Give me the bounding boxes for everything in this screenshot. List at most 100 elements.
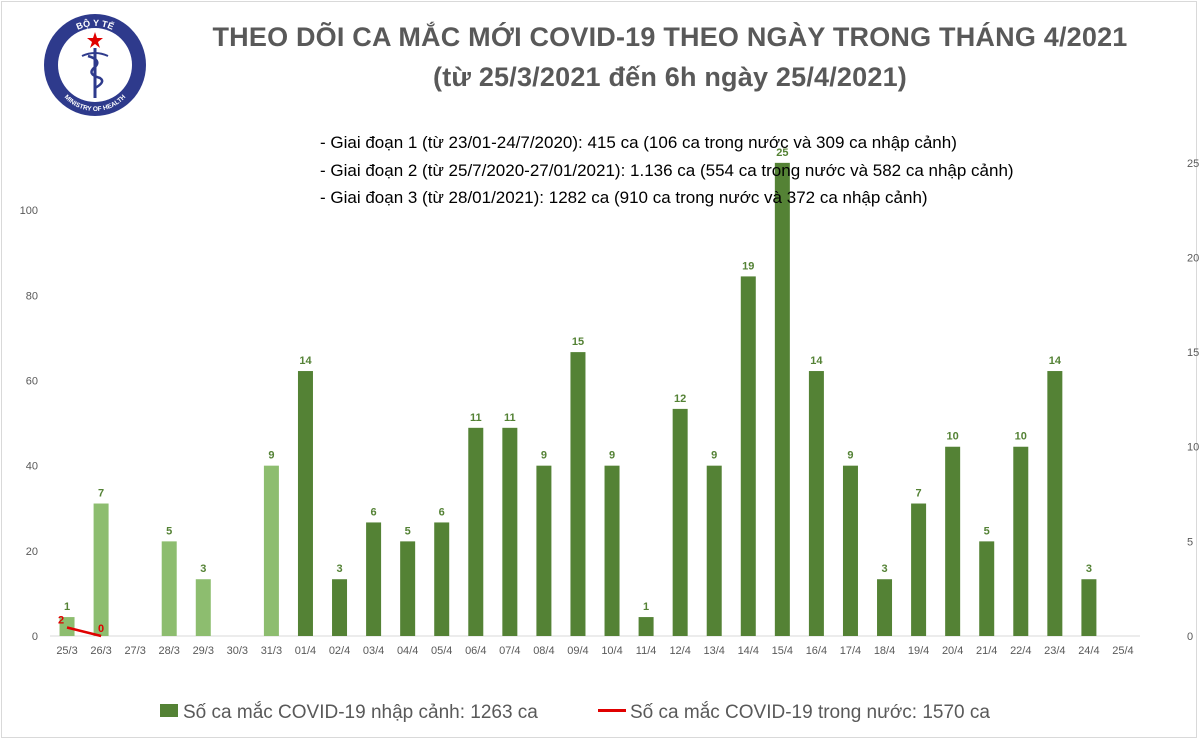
bar-value-label: 7 bbox=[98, 488, 104, 500]
x-tick-label: 05/4 bbox=[431, 645, 452, 657]
x-tick-label: 06/4 bbox=[465, 645, 486, 657]
bar bbox=[979, 541, 994, 636]
bar bbox=[502, 428, 517, 636]
bar-value-label: 6 bbox=[371, 506, 377, 518]
bar-value-label: 3 bbox=[200, 563, 206, 575]
y-right-tick-label: 0 bbox=[1187, 631, 1193, 643]
bar-value-label: 9 bbox=[541, 450, 547, 462]
bar bbox=[877, 579, 892, 636]
y-left-tick-label: 80 bbox=[26, 290, 38, 302]
bar-value-label: 5 bbox=[405, 525, 411, 537]
bar bbox=[570, 352, 585, 636]
legend-imported-cases: Số ca mắc COVID-19 nhập cảnh: 1263 ca bbox=[160, 702, 538, 724]
bar-value-label: 14 bbox=[1049, 355, 1062, 367]
bar-value-label: 9 bbox=[609, 450, 615, 462]
bar-value-label: 15 bbox=[572, 336, 584, 348]
x-tick-label: 01/4 bbox=[295, 645, 316, 657]
bar bbox=[741, 276, 756, 636]
bar-value-label: 3 bbox=[336, 563, 342, 575]
bar bbox=[366, 522, 381, 636]
x-tick-label: 13/4 bbox=[704, 645, 725, 657]
bar bbox=[162, 541, 177, 636]
y-right-tick-label: 5 bbox=[1187, 536, 1193, 548]
x-tick-label: 12/4 bbox=[669, 645, 690, 657]
bar-value-label: 12 bbox=[674, 393, 686, 405]
x-tick-label: 22/4 bbox=[1010, 645, 1031, 657]
x-tick-label: 20/4 bbox=[942, 645, 963, 657]
bar bbox=[639, 617, 654, 636]
x-tick-label: 10/4 bbox=[601, 645, 622, 657]
y-left-tick-label: 0 bbox=[32, 631, 38, 643]
x-tick-label: 14/4 bbox=[738, 645, 759, 657]
y-left-tick-label: 100 bbox=[20, 205, 38, 217]
legend-bar-label: Số ca mắc COVID-19 nhập cảnh: 1263 ca bbox=[183, 702, 538, 723]
chart-plot: 1753914365611 119159112919251493710510143… bbox=[0, 0, 1200, 741]
x-tick-label: 31/3 bbox=[261, 645, 282, 657]
bar-value-label: 11 bbox=[504, 412, 516, 424]
bar bbox=[809, 371, 824, 636]
y-left-tick-label: 40 bbox=[26, 461, 38, 473]
bar-value-label: 11 bbox=[470, 412, 482, 424]
x-tick-label: 19/4 bbox=[908, 645, 929, 657]
y-left-tick-label: 60 bbox=[26, 376, 38, 388]
bar bbox=[434, 522, 449, 636]
bar bbox=[400, 541, 415, 636]
bar bbox=[94, 504, 109, 636]
x-tick-label: 27/3 bbox=[124, 645, 145, 657]
bar-value-label: 7 bbox=[916, 488, 922, 500]
x-tick-label: 08/4 bbox=[533, 645, 554, 657]
bar-value-label: 3 bbox=[1086, 563, 1092, 575]
bar bbox=[945, 447, 960, 636]
line-value-label: 0 bbox=[98, 623, 104, 635]
bar bbox=[1081, 579, 1096, 636]
x-tick-label: 15/4 bbox=[772, 645, 793, 657]
y-right-tick-label: 20 bbox=[1187, 252, 1199, 264]
x-tick-label: 07/4 bbox=[499, 645, 520, 657]
bar bbox=[707, 466, 722, 636]
y-right-tick-label: 25 bbox=[1187, 158, 1199, 170]
x-tick-label: 02/4 bbox=[329, 645, 350, 657]
legend-line-label: Số ca mắc COVID-19 trong nước: 1570 ca bbox=[630, 702, 990, 723]
x-tick-label: 04/4 bbox=[397, 645, 418, 657]
x-tick-label: 23/4 bbox=[1044, 645, 1065, 657]
y-left-tick-label: 20 bbox=[26, 546, 38, 558]
bar-value-label: 6 bbox=[439, 506, 445, 518]
bar-value-label: 10 bbox=[1015, 431, 1027, 443]
x-tick-label: 11/4 bbox=[636, 645, 657, 657]
bar bbox=[196, 579, 211, 636]
bar bbox=[673, 409, 688, 636]
x-tick-label: 28/3 bbox=[159, 645, 180, 657]
bar bbox=[298, 371, 313, 636]
x-tick-label: 21/4 bbox=[976, 645, 997, 657]
x-tick-label: 17/4 bbox=[840, 645, 861, 657]
bar-value-label: 19 bbox=[742, 260, 754, 272]
x-tick-label: 29/3 bbox=[193, 645, 214, 657]
legend-bar-swatch bbox=[160, 704, 178, 717]
phase-3-note: - Giai đoạn 3 (từ 28/01/2021): 1282 ca (… bbox=[320, 188, 928, 208]
y-right-tick-label: 10 bbox=[1187, 442, 1199, 454]
bar-value-label: 3 bbox=[881, 563, 887, 575]
bar-value-label: 9 bbox=[268, 450, 274, 462]
legend-domestic-cases: Số ca mắc COVID-19 trong nước: 1570 ca bbox=[598, 702, 990, 724]
bar bbox=[843, 466, 858, 636]
x-tick-label: 25/4 bbox=[1112, 645, 1133, 657]
bar-value-label: 1 bbox=[64, 601, 70, 613]
bar bbox=[775, 163, 790, 636]
bar bbox=[1047, 371, 1062, 636]
bar-value-label: 9 bbox=[847, 450, 853, 462]
bar-value-label: 9 bbox=[711, 450, 717, 462]
bar-value-label: 10 bbox=[947, 431, 959, 443]
x-tick-label: 18/4 bbox=[874, 645, 895, 657]
bar-value-label: 5 bbox=[984, 525, 990, 537]
x-tick-label: 16/4 bbox=[806, 645, 827, 657]
x-tick-label: 24/4 bbox=[1078, 645, 1099, 657]
legend-line-swatch bbox=[598, 709, 626, 712]
phase-2-note: - Giai đoạn 2 (từ 25/7/2020-27/01/2021):… bbox=[320, 161, 1014, 181]
bar bbox=[536, 466, 551, 636]
bar-value-label: 14 bbox=[810, 355, 823, 367]
bar-value-label: 5 bbox=[166, 525, 172, 537]
bar-value-label: 14 bbox=[299, 355, 312, 367]
x-tick-label: 30/3 bbox=[227, 645, 248, 657]
bar bbox=[264, 466, 279, 636]
bar bbox=[468, 428, 483, 636]
